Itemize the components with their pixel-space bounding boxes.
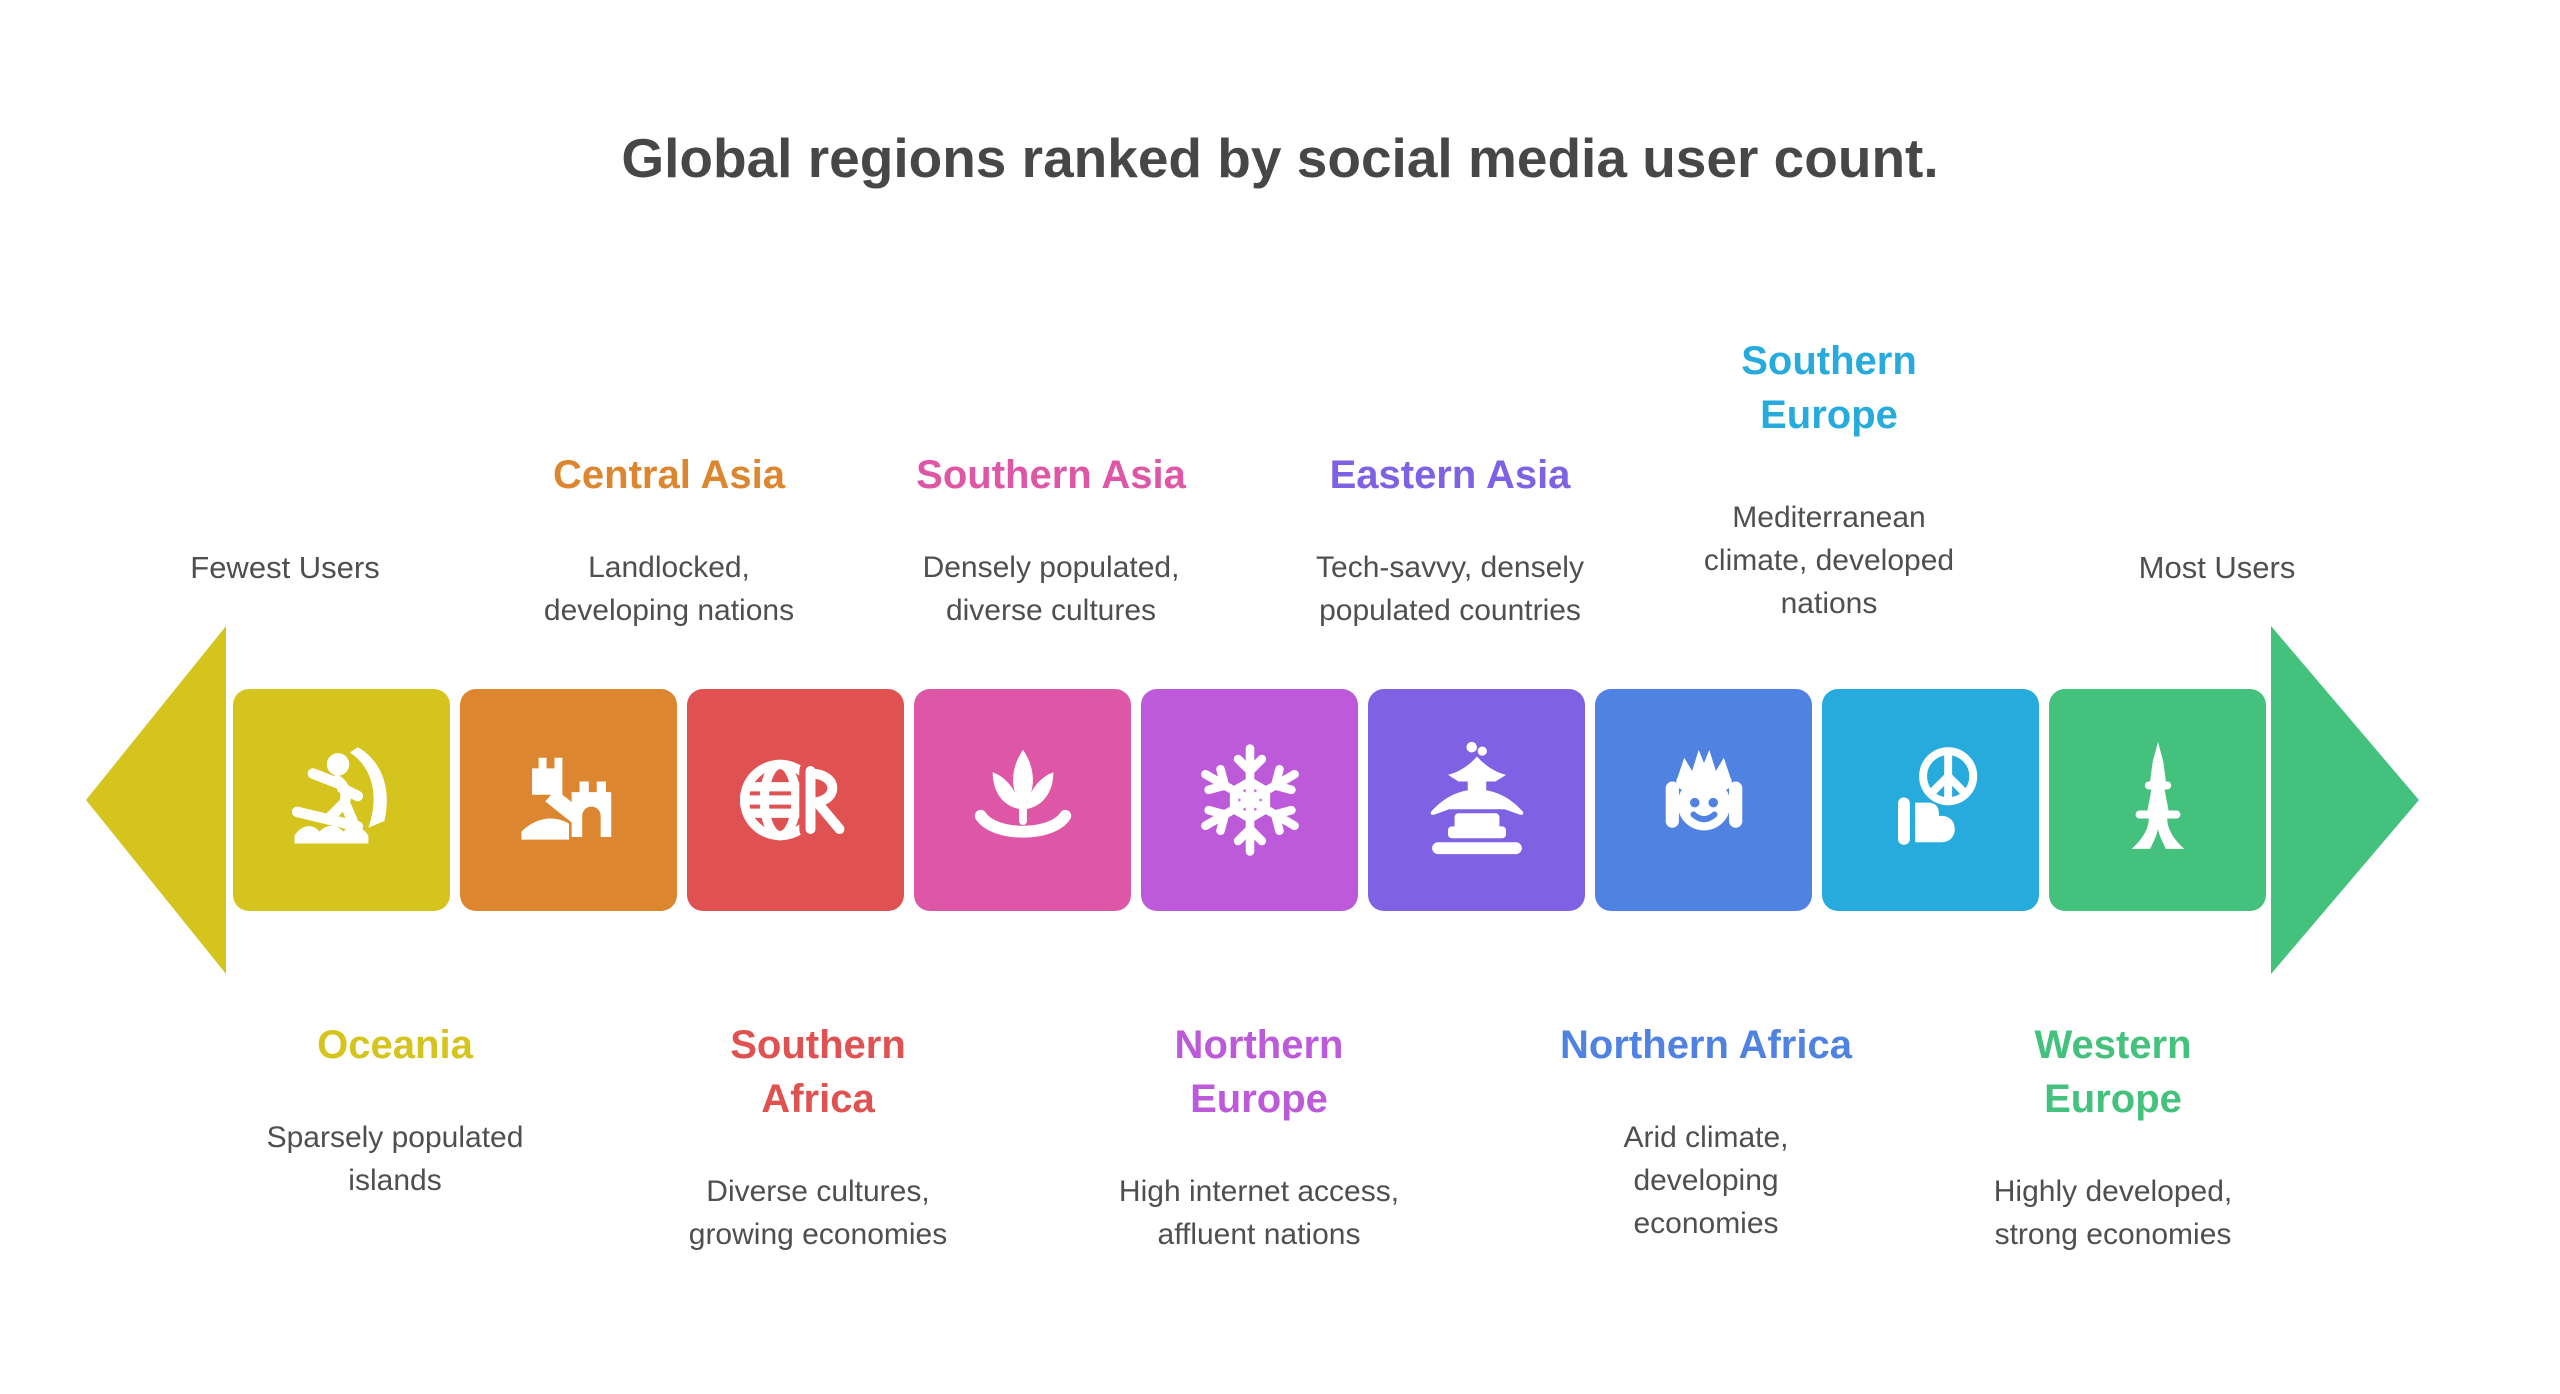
region-name: Northern Africa	[1560, 1023, 1852, 1067]
region-name: Oceania	[317, 1023, 473, 1067]
region-name: Southern Asia	[916, 453, 1186, 497]
region-name: Northern Europe	[1174, 1023, 1344, 1121]
region-square-southern-asia	[914, 689, 1131, 911]
region-square-southern-europe	[1822, 689, 2039, 911]
region-square-western-europe	[2049, 689, 2266, 911]
region-label-eastern-asia: Eastern Asia Tech-savvy, densely populat…	[1316, 430, 1584, 650]
region-description: Highly developed, strong economies	[1993, 1175, 2233, 1251]
region-description: High internet access, affluent nations	[1118, 1175, 1400, 1251]
region-description: Densely populated, diverse cultures	[922, 551, 1180, 627]
great-wall-icon	[520, 757, 611, 840]
region-description: Diverse cultures, growing economies	[688, 1175, 948, 1251]
region-description: Mediterranean climate, developed nations	[1703, 501, 1955, 620]
region-square-oceania	[233, 689, 450, 911]
region-label-northern-europe: Northern Europe High internet access, af…	[1119, 1000, 1399, 1274]
region-square-northern-africa	[1595, 689, 1812, 911]
region-square-northern-europe	[1141, 689, 1358, 911]
region-label-western-europe: Western Europe Highly developed, strong …	[1994, 1000, 2233, 1274]
region-name: Southern Europe	[1741, 339, 1917, 437]
most-users-arrow	[2271, 626, 2419, 974]
region-name: Western Europe	[2034, 1023, 2192, 1121]
region-label-southern-europe: Southern Europe Mediterranean climate, d…	[1704, 316, 1954, 643]
region-label-central-asia: Central Asia Landlocked, developing nati…	[544, 430, 794, 650]
globe-currency-icon	[739, 759, 851, 841]
pagoda-icon	[1430, 741, 1523, 855]
region-square-central-asia	[460, 689, 677, 911]
region-description: Arid climate, developing economies	[1623, 1121, 1789, 1240]
region-name: Eastern Asia	[1329, 453, 1571, 497]
region-square-southern-africa	[687, 689, 904, 911]
fewest-users-arrow	[86, 626, 226, 974]
region-label-oceania: Oceania Sparsely populated islands	[267, 1000, 524, 1220]
region-name: Central Asia	[553, 453, 785, 497]
region-label-northern-africa: Northern Africa Arid climate, developing…	[1560, 1000, 1852, 1263]
pharaoh-icon	[1665, 749, 1742, 831]
region-label-southern-asia: Southern Asia Densely populated, diverse…	[916, 430, 1186, 650]
peace-hand-icon	[1897, 747, 1977, 845]
region-label-southern-africa: Southern Africa Diverse cultures, growin…	[689, 1000, 947, 1274]
lotus-icon	[974, 749, 1071, 838]
eiffel-tower-icon	[2131, 741, 2184, 849]
scale-max-label: Most Users	[2138, 550, 2296, 585]
region-square-eastern-asia	[1368, 689, 1585, 911]
region-description: Sparsely populated islands	[266, 1121, 524, 1197]
region-band	[233, 689, 2266, 911]
scale-min-label: Fewest Users	[190, 550, 380, 585]
region-description: Tech-savvy, densely populated countries	[1316, 551, 1584, 627]
region-description: Landlocked, developing nations	[543, 551, 795, 627]
snowflake-icon	[1184, 744, 1316, 866]
surfer-icon	[291, 747, 387, 844]
page-title: Global regions ranked by social media us…	[621, 127, 1939, 189]
region-name: Southern Africa	[730, 1023, 906, 1121]
